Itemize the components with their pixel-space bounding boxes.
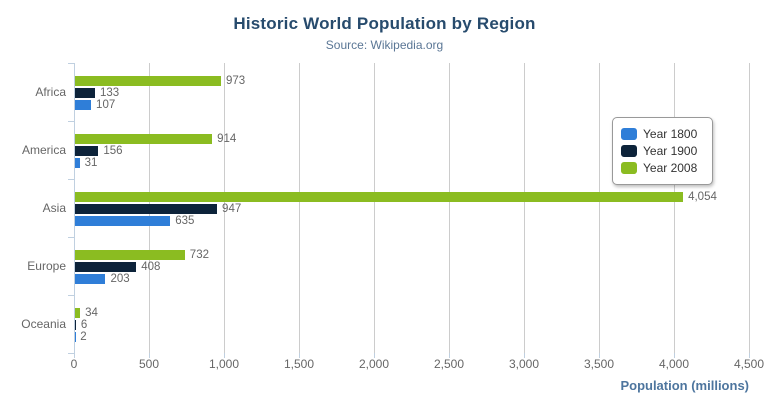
category-label: Oceania: [21, 317, 66, 331]
x-tick-label: 2,500: [433, 357, 465, 371]
category-label: Africa: [35, 85, 66, 99]
legend-swatch: [621, 162, 637, 174]
bar-data-label: 133: [99, 87, 120, 99]
bar-america-year-2008[interactable]: [75, 134, 213, 144]
bar-data-label: 156: [103, 145, 123, 157]
bar-africa-year-1800[interactable]: [75, 100, 92, 110]
x-tick-label: 0: [70, 357, 78, 371]
bar-europe-year-2008[interactable]: [75, 250, 185, 260]
chart-subtitle: Source: Wikipedia.org: [325, 38, 444, 52]
x-tick-label: 2,000: [358, 357, 390, 371]
bar-data-label: 635: [175, 215, 195, 227]
bar-data-label: 34: [85, 307, 98, 319]
bar-europe-year-1800[interactable]: [75, 274, 106, 284]
x-axis-tick: [74, 353, 75, 358]
legend-label: Year 2008: [643, 161, 698, 175]
x-axis-tick: [674, 353, 675, 358]
x-tick-label: 3,000: [508, 357, 540, 371]
legend-swatch: [621, 145, 637, 157]
x-axis-tick: [749, 353, 750, 358]
bar-oceania-year-1800[interactable]: [75, 332, 76, 342]
bar-data-label: 947: [222, 203, 242, 215]
legend-label: Year 1900: [643, 144, 698, 158]
y-axis-tick: [68, 179, 74, 180]
x-tick-label: 3,500: [583, 357, 615, 371]
category-label: Asia: [42, 201, 66, 215]
y-axis-tick: [68, 63, 74, 64]
grid-line: [599, 63, 600, 353]
bar-oceania-year-2008[interactable]: [75, 308, 81, 318]
x-axis-tick: [374, 353, 375, 358]
y-axis-tick: [68, 353, 74, 354]
bar-data-label: 408: [141, 261, 161, 273]
grid-line: [299, 63, 300, 353]
y-axis-tick: [68, 237, 74, 238]
category-label: America: [21, 143, 66, 157]
x-tick-label: 4,500: [733, 357, 765, 371]
bar-data-label: 732: [189, 249, 209, 261]
bar-africa-year-2008[interactable]: [75, 76, 221, 86]
bar-asia-year-1800[interactable]: [75, 216, 171, 226]
legend-item-year-1900[interactable]: Year 1900: [621, 143, 704, 159]
bar-data-label: 973: [225, 75, 246, 87]
bar-asia-year-1900[interactable]: [75, 204, 218, 214]
x-axis-tick: [449, 353, 450, 358]
bar-america-year-1900[interactable]: [75, 146, 99, 156]
x-tick-label: 1,000: [208, 357, 240, 371]
legend-swatch: [621, 128, 637, 140]
y-axis-line: [74, 63, 75, 353]
y-axis-tick: [68, 121, 74, 122]
x-axis-title: Population (millions): [620, 378, 749, 393]
bar-asia-year-2008[interactable]: [75, 192, 684, 202]
grid-line: [224, 63, 225, 353]
legend-item-year-2008[interactable]: Year 2008: [621, 160, 704, 176]
x-tick-label: 1,500: [283, 357, 315, 371]
bar-europe-year-1900[interactable]: [75, 262, 137, 272]
chart-title: Historic World Population by Region: [233, 14, 536, 33]
bar-data-label: 203: [110, 273, 130, 285]
grid-line: [449, 63, 450, 353]
bar-america-year-1800[interactable]: [75, 158, 80, 168]
x-tick-label: 4,000: [658, 357, 690, 371]
category-label: Europe: [27, 259, 66, 273]
plot-area: 973 133 107 914 156 31 4,054 947 635 732 408 203 34 6…: [74, 63, 750, 353]
bar-data-label: 31: [84, 157, 98, 169]
grid-line: [674, 63, 675, 353]
grid-line: [524, 63, 525, 353]
legend: Year 1800 Year 1900 Year 2008: [612, 117, 713, 185]
x-axis-tick: [524, 353, 525, 358]
x-axis-tick: [149, 353, 150, 358]
x-axis-tick: [299, 353, 300, 358]
y-axis-tick: [68, 295, 74, 296]
bar-oceania-year-1900[interactable]: [75, 320, 76, 330]
bar-data-label: 6: [80, 319, 88, 331]
x-axis-tick: [599, 353, 600, 358]
grid-line: [374, 63, 375, 353]
bar-data-label: 107: [96, 99, 116, 111]
export-menu-button[interactable]: [728, 18, 754, 42]
bar-data-label: 4,054: [688, 191, 717, 203]
bar-africa-year-1900[interactable]: [75, 88, 95, 98]
x-tick-label: 500: [138, 357, 160, 371]
bar-data-label: 914: [217, 133, 237, 145]
legend-item-year-1800[interactable]: Year 1800: [621, 126, 704, 142]
legend-label: Year 1800: [643, 127, 698, 141]
grid-line: [749, 63, 750, 353]
bar-data-label: 2: [80, 331, 87, 343]
x-axis-tick: [224, 353, 225, 358]
